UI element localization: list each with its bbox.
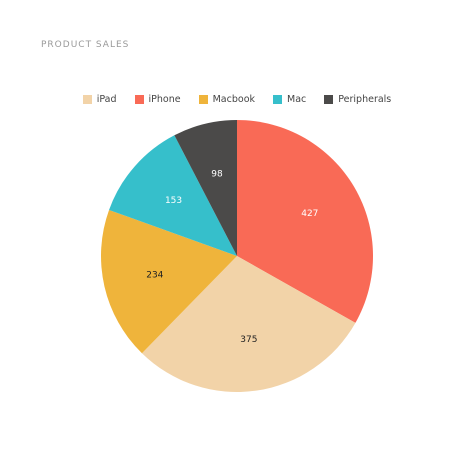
pie-slice-ipad[interactable] [141,256,356,392]
legend-swatch [273,95,283,104]
legend-item-macbook[interactable]: Macbook [198,94,256,105]
legend-label: iPhone [148,94,181,105]
legend-swatch [324,95,334,104]
pie-slice-mac[interactable] [109,135,237,256]
legend-label: Peripherals [338,94,392,105]
pie-slice-macbook[interactable] [101,209,237,354]
legend-swatch [82,95,92,104]
slice-value-label: 375 [240,335,257,345]
legend-item-peripherals[interactable]: Peripherals [324,94,391,105]
pie-slice-iphone[interactable] [237,120,373,323]
legend-label: iPad [96,94,117,105]
legend-label: Macbook [212,94,256,105]
chart-title: PRODUCT SALES [41,40,130,50]
legend-item-mac[interactable]: Mac [273,94,306,105]
legend-label: Mac [287,94,307,105]
legend-item-ipad[interactable]: iPad [82,94,117,105]
slice-value-label: 234 [146,270,163,280]
legend: iPad iPhone Macbook Mac Peripherals [0,94,474,105]
legend-item-iphone[interactable]: iPhone [134,94,181,105]
slice-value-label: 153 [165,196,182,206]
legend-swatch [198,95,208,104]
slice-value-label: 427 [301,209,318,219]
slice-value-label: 98 [211,170,223,180]
legend-swatch [134,95,144,104]
pie-slice-peripherals[interactable] [174,120,237,256]
